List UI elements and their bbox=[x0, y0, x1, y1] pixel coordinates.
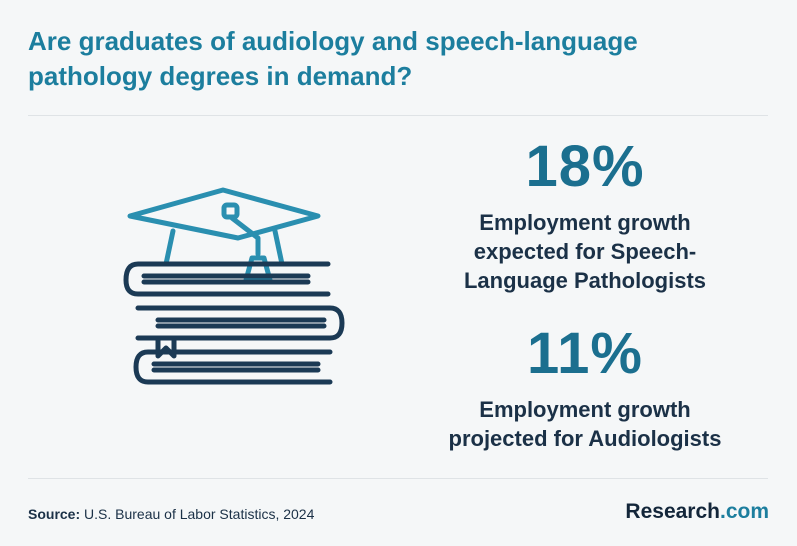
stat-description: Employment growth projected for Audiolog… bbox=[448, 397, 722, 451]
brand-name: Research bbox=[625, 500, 720, 523]
stat-speech-language: 18% Employment growth expected for Speec… bbox=[400, 136, 770, 295]
brand-suffix: .com bbox=[719, 500, 769, 523]
brand-logo: Research.com bbox=[625, 500, 769, 524]
bottom-divider bbox=[28, 478, 768, 479]
stat-audiologists: 11% Employment growth projected for Audi… bbox=[400, 323, 770, 453]
source-text: U.S. Bureau of Labor Statistics, 2024 bbox=[84, 506, 315, 522]
top-divider bbox=[28, 115, 768, 116]
stat-value: 18% bbox=[525, 134, 645, 199]
page-title: Are graduates of audiology and speech-la… bbox=[28, 26, 638, 91]
source-note: Source: U.S. Bureau of Labor Statistics,… bbox=[28, 506, 314, 522]
stat-value: 11% bbox=[527, 321, 643, 386]
stat-description: Employment growth expected for Speech-La… bbox=[463, 210, 707, 293]
graduation-cap-on-books-icon bbox=[123, 187, 345, 385]
source-label: Source: bbox=[28, 506, 81, 522]
